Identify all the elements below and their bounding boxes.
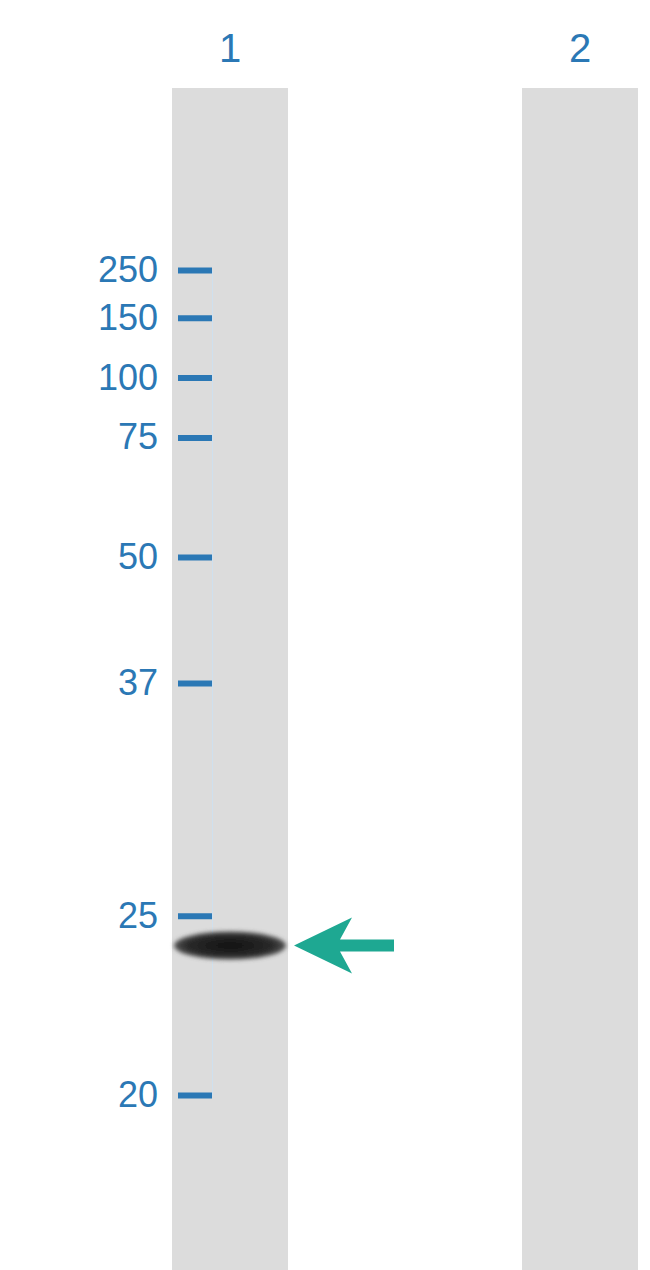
tick-label: 20 bbox=[118, 1074, 158, 1115]
tick-label: 75 bbox=[118, 416, 158, 457]
lane bbox=[172, 88, 288, 1270]
lane-label: 2 bbox=[569, 26, 591, 70]
tick: 100 bbox=[98, 357, 212, 398]
lanes bbox=[172, 88, 638, 1270]
tick-mark bbox=[178, 375, 212, 381]
tick: 50 bbox=[118, 536, 212, 577]
tick-label: 50 bbox=[118, 536, 158, 577]
tick-label: 250 bbox=[98, 249, 158, 290]
arrows bbox=[294, 918, 394, 974]
tick-label: 25 bbox=[118, 895, 158, 936]
tick-mark bbox=[178, 268, 212, 274]
tick-mark bbox=[178, 315, 212, 321]
tick-mark bbox=[178, 1093, 212, 1099]
tick: 75 bbox=[118, 416, 212, 457]
tick: 250 bbox=[98, 249, 212, 290]
tick: 150 bbox=[98, 297, 212, 338]
lane-labels: 12 bbox=[219, 26, 591, 70]
tick-label: 150 bbox=[98, 297, 158, 338]
tick-mark bbox=[178, 913, 212, 919]
tick-label: 37 bbox=[118, 662, 158, 703]
blot-figure: 122501501007550372520 bbox=[0, 0, 650, 1270]
lane-label: 1 bbox=[219, 26, 241, 70]
tick: 20 bbox=[118, 1074, 212, 1115]
y-axis: 250 150 100 75 50 37 25 20 bbox=[98, 249, 213, 1115]
tick-label: 100 bbox=[98, 357, 158, 398]
axis-line bbox=[212, 271, 213, 1096]
tick-mark bbox=[178, 435, 212, 441]
tick: 37 bbox=[118, 662, 212, 703]
tick-mark bbox=[178, 680, 212, 686]
band bbox=[174, 932, 286, 960]
tick: 25 bbox=[118, 895, 212, 936]
arrow bbox=[294, 918, 394, 974]
tick-mark bbox=[178, 554, 212, 560]
bands bbox=[174, 932, 286, 960]
lane bbox=[522, 88, 638, 1270]
